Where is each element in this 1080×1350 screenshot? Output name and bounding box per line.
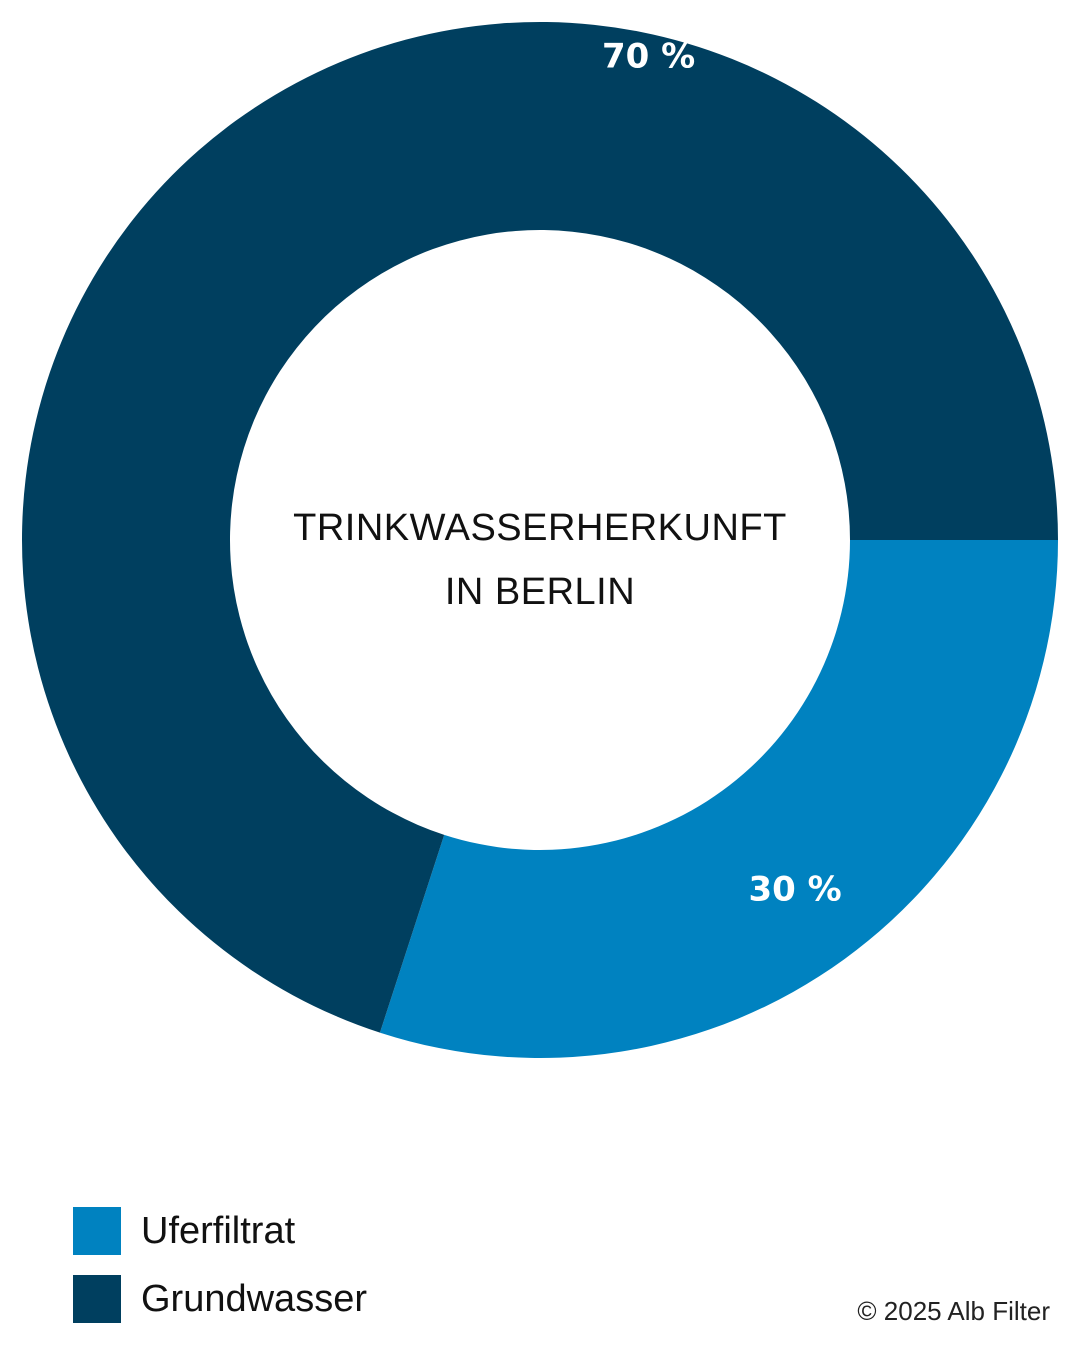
legend-item-grundwasser: Grundwasser (73, 1275, 367, 1323)
slice-labels: 30 % 70 % (602, 37, 842, 910)
slice-label-uferfiltrat: 30 % (748, 870, 841, 910)
legend-swatch-uferfiltrat (73, 1207, 121, 1255)
legend: Uferfiltrat Grundwasser (73, 1207, 367, 1343)
donut-slices (21, 21, 1058, 1058)
chart-title-line-1: TRINKWASSERHERKUNFT (293, 507, 787, 549)
legend-item-uferfiltrat: Uferfiltrat (73, 1207, 367, 1255)
donut-chart: 30 % 70 % TRINKWASSERHERKUNFT IN BERLIN (21, 21, 1058, 1058)
slice-label-grundwasser: 70 % (602, 37, 695, 77)
legend-swatch-grundwasser (73, 1275, 121, 1323)
copyright-notice: © 2025 Alb Filter (857, 1296, 1050, 1326)
legend-label: Uferfiltrat (141, 1209, 296, 1252)
slice-uferfiltrat (379, 540, 1058, 1058)
slice-grundwasser (21, 21, 1058, 1033)
chart-title-line-2: IN BERLIN (445, 571, 635, 613)
legend-label: Grundwasser (141, 1277, 367, 1320)
